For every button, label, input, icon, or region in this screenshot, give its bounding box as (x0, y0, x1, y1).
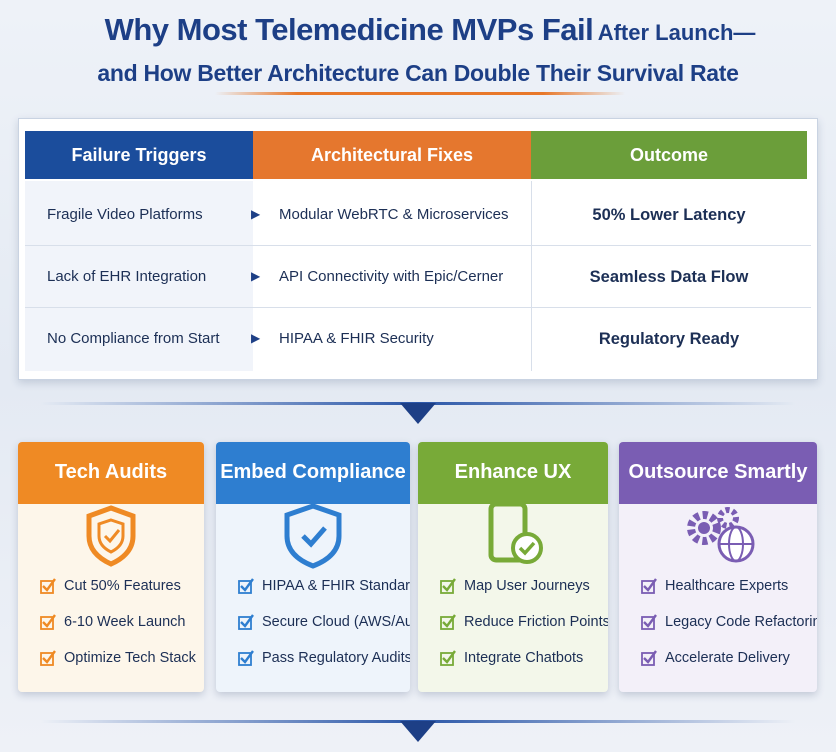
check-icon (440, 614, 456, 630)
item-text: Optimize Tech Stack (64, 650, 196, 666)
table-cell: Seamless Data Flow (589, 268, 749, 286)
title-main: Why Most Telemedicine MVPs Fail (104, 12, 594, 47)
arrow-icon: ▶ (251, 331, 261, 345)
item-text: HIPAA & FHIR Standards (262, 578, 410, 594)
table-cell: No Compliance from Start (47, 330, 220, 347)
card-title: Tech Audits (18, 442, 204, 504)
card-item: Pass Regulatory Audits (238, 650, 410, 666)
check-icon (440, 650, 456, 666)
table-header: Outcome (531, 131, 807, 179)
arrow-icon: ▶ (251, 207, 261, 221)
card-item: Map User Journeys (440, 578, 590, 594)
feature-card: Outsource Smartly Healthcare Experts Legac… (619, 442, 817, 692)
table-cell: Regulatory Ready (598, 330, 740, 348)
item-text: 6-10 Week Launch (64, 614, 186, 630)
item-text: Cut 50% Features (64, 578, 181, 594)
table-header: Failure Triggers (25, 131, 253, 179)
table-cell: Fragile Video Platforms (47, 206, 203, 223)
card-item: HIPAA & FHIR Standards (238, 578, 410, 594)
table-cell: 50% Lower Latency (592, 206, 746, 224)
item-text: Secure Cloud (AWS/Auure) (262, 614, 410, 630)
divider (40, 720, 796, 742)
item-text: Map User Journeys (464, 578, 590, 594)
card-item: Optimize Tech Stack (40, 650, 196, 666)
table-cell: Modular WebRTC & Microservices (279, 206, 509, 223)
card-item: Reduce Friction Points (440, 614, 608, 630)
card-icon (687, 507, 755, 563)
card-item: Legacy Code Refactoring (641, 614, 817, 630)
title: Why Most Telemedicine MVPs Fail After La… (0, 12, 836, 48)
item-text: Reduce Friction Points (464, 614, 608, 630)
card-title: Enhance UX (418, 442, 608, 504)
table-cell: API Connectivity with Epic/Cerner (279, 268, 504, 285)
card-item: Healthcare Experts (641, 578, 788, 594)
item-text: Accelerate Delivery (665, 650, 790, 666)
card-item: Cut 50% Features (40, 578, 181, 594)
check-icon (40, 650, 56, 666)
title-tail: After Launch— (597, 20, 756, 45)
card-icon (488, 501, 543, 564)
col-shade (25, 181, 253, 371)
card-item: Secure Cloud (AWS/Auure) (238, 614, 410, 630)
check-icon (440, 578, 456, 594)
card-icon (284, 503, 342, 569)
divider (40, 402, 796, 424)
underline (215, 92, 625, 95)
table-cell: HIPAA & FHIR Security (279, 330, 434, 347)
item-text: Pass Regulatory Audits (262, 650, 410, 666)
check-icon (238, 650, 254, 666)
row-divider (25, 245, 811, 246)
check-icon (40, 578, 56, 594)
item-text: Integrate Chatbots (464, 650, 584, 666)
feature-card: Tech Audits Cut 50% Features 6-10 Week Lau… (18, 442, 204, 692)
item-text: Healthcare Experts (665, 578, 789, 594)
check-icon (641, 578, 657, 594)
card-item: 6-10 Week Launch (40, 614, 185, 630)
check-icon (238, 614, 254, 630)
arrow-icon: ▶ (251, 269, 261, 283)
check-icon (641, 650, 657, 666)
card-icon (86, 505, 136, 567)
table-header: Architectural Fixes (253, 131, 531, 179)
subtitle: and How Better Architecture Can Double T… (97, 60, 739, 86)
col-divider (531, 181, 532, 371)
check-icon (40, 614, 56, 630)
table-cell: Lack of EHR Integration (47, 268, 207, 285)
comparison-table: Failure Triggers Architectural Fixes Outco… (18, 118, 818, 380)
check-icon (238, 578, 254, 594)
card-title: Outsource Smartly (619, 442, 817, 504)
check-icon (641, 614, 657, 630)
feature-card: Embed Compliance HIPAA & FHIR Standards Se… (216, 442, 410, 692)
card-title: Embed Compliance (216, 442, 410, 504)
feature-card: Enhance UX Map User Journeys Reduce Fricti… (418, 442, 608, 692)
row-divider (25, 307, 811, 308)
card-item: Integrate Chatbots (440, 650, 583, 666)
card-item: Accelerate Delivery (641, 650, 790, 666)
item-text: Legacy Code Refactoring (665, 614, 817, 630)
